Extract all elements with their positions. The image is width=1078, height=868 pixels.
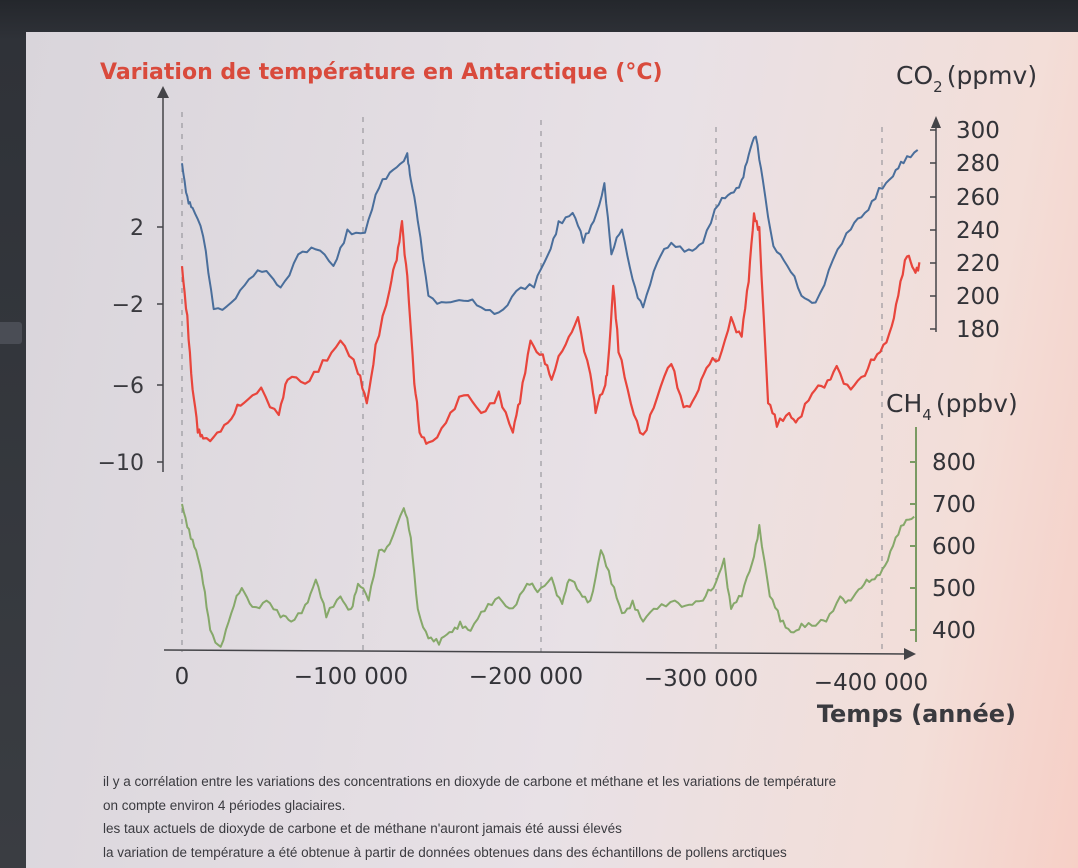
paleoclimate-chart: Variation de température en Antarctique … [98,60,1038,728]
time-axis-arrow [904,648,916,660]
ch4-tick-label-1: 700 [932,492,976,518]
co2-series-line [181,135,919,315]
co2-tick-label-0: 300 [956,118,1000,144]
co2-axis-label: CO2 (ppmv) [896,61,1037,96]
ch4-label-sub: 4 [922,406,932,424]
co2-tick-label-4: 220 [956,251,1000,277]
co2-tick-label-5: 200 [956,284,1000,310]
ch4-series-line [181,503,915,648]
period-dashed-lines [181,112,883,652]
note-line-2: les taux actuels de dioxyde de carbone e… [103,821,622,836]
note-line-0: il y a corrélation entre les variations … [103,774,837,789]
figure-panel: Variation de température en Antarctique … [26,32,1078,868]
co2-axis-ticks: 300 280 260 240 220 200 180 [930,118,1000,343]
ch4-label-unit: (ppbv) [936,389,1018,418]
ch4-tick-label-3: 500 [932,576,976,602]
temp-tick-label-1: −2 [112,293,144,318]
temperature-series-line [180,212,921,445]
co2-label-main: CO [896,61,933,90]
ch4-axis-label: CH4 (ppbv) [886,389,1018,424]
note-line-3: la variation de température a été obtenu… [103,844,787,860]
chart-title: Variation de température en Antarctique … [100,60,663,85]
x-tick-label-4: −400 000 [814,670,928,696]
co2-label-sub: 2 [933,78,943,96]
temp-tick-label-3: −10 [98,451,144,476]
notes-list: il y a corrélation entre les variations … [103,770,1063,864]
co2-tick-label-6: 180 [956,317,1000,343]
time-axis-line [163,649,907,655]
ch4-label-main: CH [886,389,922,418]
ch4-tick-label-4: 400 [932,618,976,644]
x-tick-label-2: −200 000 [469,664,583,690]
temp-tick-label-0: 2 [130,216,144,241]
background-window-edge [0,322,22,344]
x-axis-label: Temps (année) [817,700,1016,728]
temperature-axis-ticks: 2 −2 −6 −10 [98,216,163,476]
x-tick-label-0: 0 [175,664,190,690]
ch4-tick-label-0: 800 [932,450,976,476]
note-line-1: on compte environ 4 périodes glaciaires. [103,797,346,813]
co2-tick-label-3: 240 [956,218,1000,244]
temp-tick-label-2: −6 [112,374,144,399]
ch4-tick-label-2: 600 [932,534,976,560]
temperature-axis-arrow [157,86,169,98]
x-tick-label-3: −300 000 [644,666,758,692]
co2-axis-arrow [931,116,941,128]
x-tick-label-1: −100 000 [294,664,408,690]
ch4-axis-ticks: 800 700 600 500 400 [910,450,976,644]
co2-tick-label-2: 260 [956,185,1000,211]
co2-label-unit: (ppmv) [947,61,1037,90]
co2-tick-label-1: 280 [956,151,1000,177]
